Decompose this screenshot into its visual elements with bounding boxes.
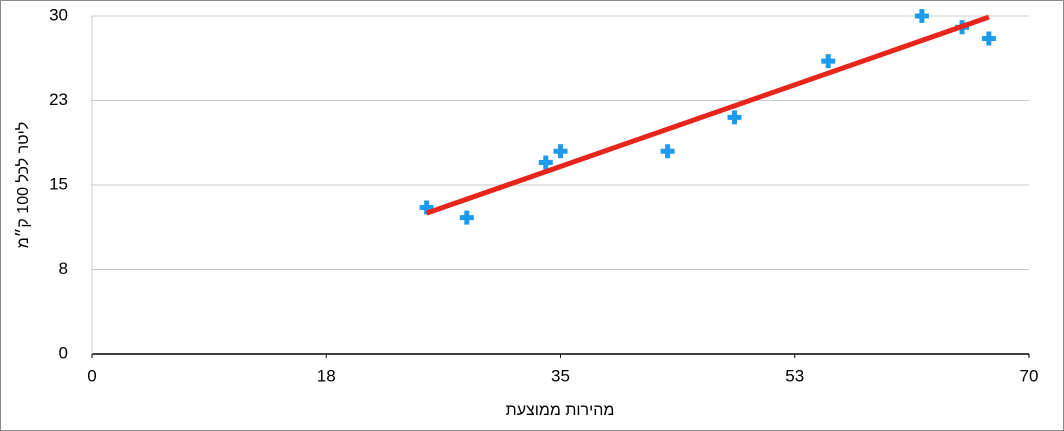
x-tick-label: 53 [785, 366, 804, 385]
y-tick-label: 15 [49, 174, 68, 193]
y-tick-label: 0 [59, 343, 68, 362]
x-tick-label: 0 [87, 366, 96, 385]
point [660, 144, 675, 159]
point [914, 9, 929, 23]
x-tick-label: 35 [551, 366, 570, 385]
y-tick-label: 23 [49, 90, 68, 109]
point [821, 54, 836, 69]
y-tick-label: 30 [49, 5, 68, 24]
x-tick-label: 18 [317, 366, 336, 385]
point [538, 155, 553, 170]
x-axis-title: תעצוממ תוריהמ [506, 402, 615, 419]
point [553, 144, 568, 159]
trendline [425, 14, 990, 216]
point [981, 31, 996, 46]
y-tick-label: 8 [59, 259, 68, 278]
point [459, 210, 474, 225]
x-tick-label: 70 [1020, 366, 1039, 385]
y-axis-title: מ״ק 100 לכל רטיל [14, 122, 32, 248]
point [727, 110, 742, 125]
